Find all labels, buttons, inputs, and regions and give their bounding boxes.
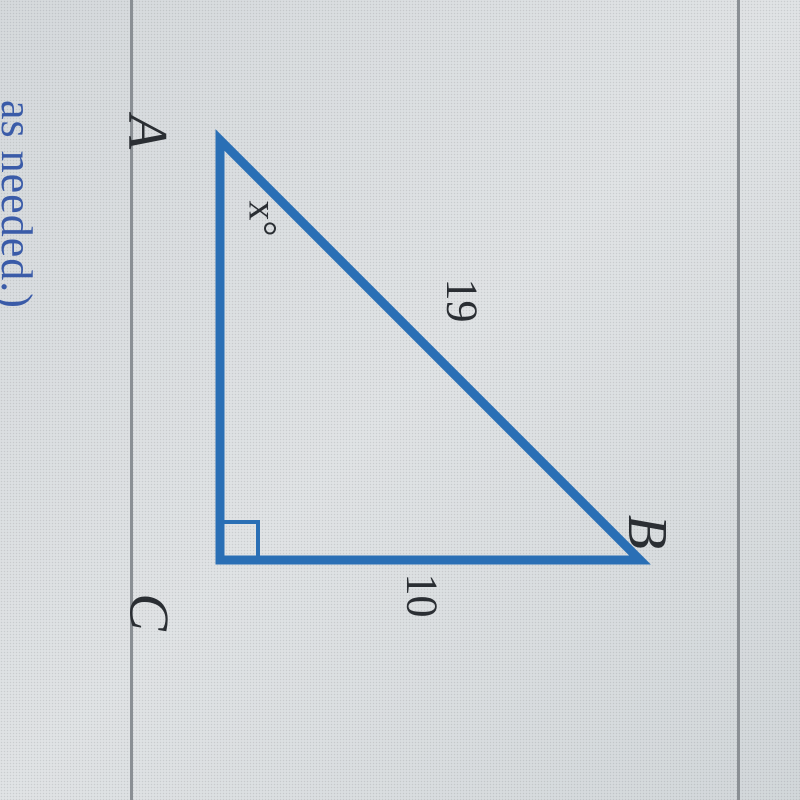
vertex-label-A: A xyxy=(115,115,179,149)
instruction-text-fragment: as needed.) xyxy=(0,100,42,309)
vertex-label-B: B xyxy=(615,515,679,549)
side-label-BC: 10 xyxy=(397,574,448,618)
triangle-diagram xyxy=(160,80,720,640)
guide-line-right xyxy=(737,0,740,800)
triangle-svg xyxy=(160,80,720,640)
vertex-label-C: C xyxy=(117,593,181,630)
side-label-AB: 19 xyxy=(437,279,488,323)
angle-label-A: x° xyxy=(240,201,287,237)
